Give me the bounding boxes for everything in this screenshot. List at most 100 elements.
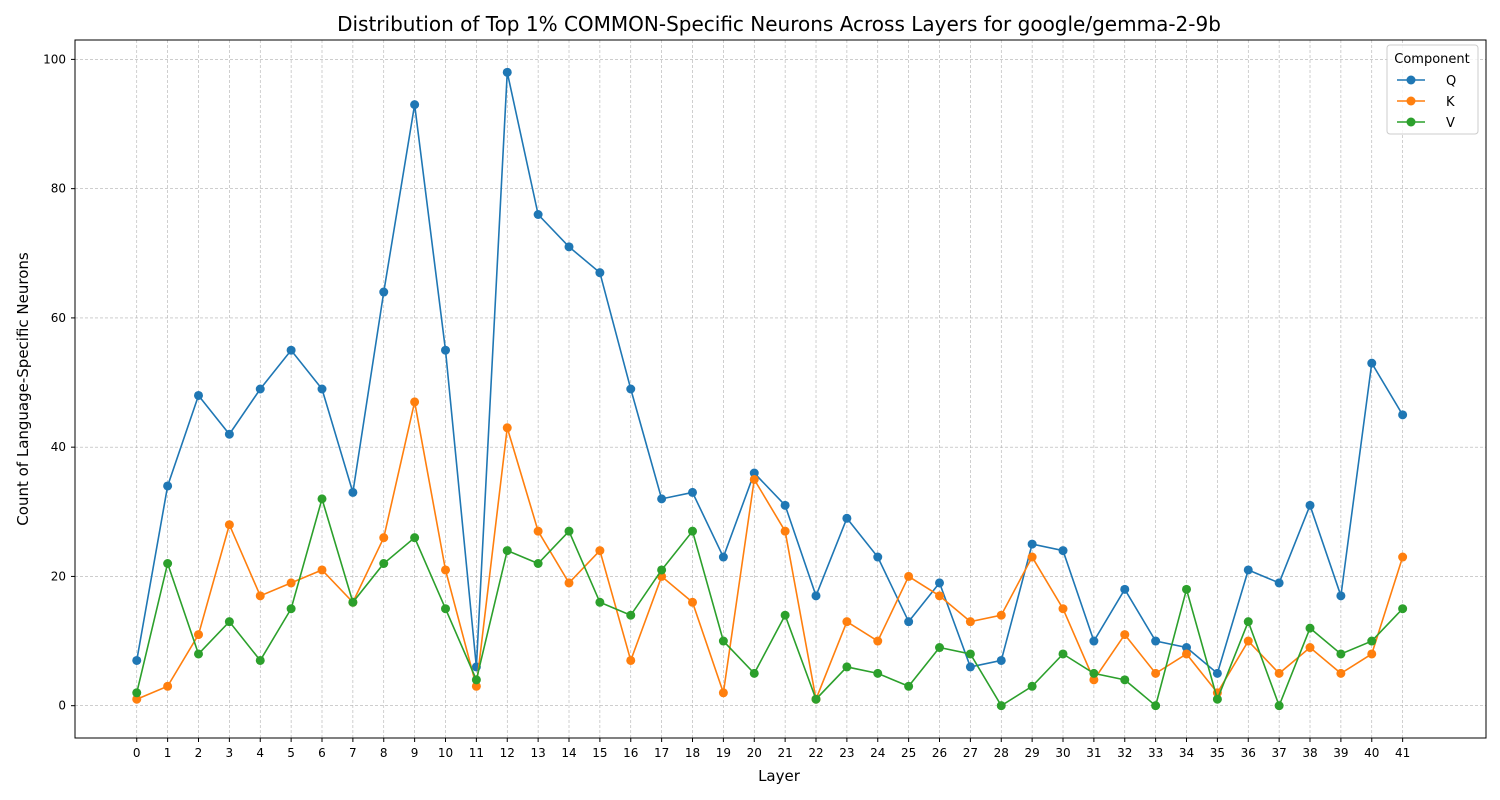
data-point — [811, 591, 821, 601]
data-point — [811, 694, 821, 704]
data-point — [1336, 591, 1346, 601]
data-point — [1243, 617, 1253, 627]
data-point — [595, 546, 605, 556]
data-point — [502, 67, 512, 77]
data-point — [626, 655, 636, 665]
data-point — [1089, 668, 1099, 678]
x-tick-label: 10 — [438, 746, 453, 760]
data-point — [132, 655, 142, 665]
x-tick-label: 39 — [1333, 746, 1348, 760]
data-point — [410, 533, 420, 543]
x-tick-label: 24 — [870, 746, 885, 760]
data-point — [1305, 623, 1315, 633]
x-axis: 0 1 2 3 4 5 6 7 8 9 10 11 12 13 14 15 16 17 18 19 20 21 22 23 24… — [133, 738, 1410, 760]
x-tick-label: 20 — [747, 746, 762, 760]
data-point — [904, 681, 914, 691]
data-point — [965, 617, 975, 627]
data-point — [873, 668, 883, 678]
data-point — [1027, 539, 1037, 549]
data-point — [379, 533, 389, 543]
data-point — [688, 526, 698, 536]
x-tick-label: 29 — [1024, 746, 1039, 760]
data-point — [780, 610, 790, 620]
x-tick-label: 9 — [411, 746, 419, 760]
data-point — [1027, 552, 1037, 562]
x-tick-label: 33 — [1148, 746, 1163, 760]
data-point — [132, 688, 142, 698]
data-point — [441, 604, 451, 614]
data-point — [626, 610, 636, 620]
x-tick-label: 16 — [623, 746, 638, 760]
x-tick-label: 6 — [318, 746, 326, 760]
x-tick-label: 26 — [932, 746, 947, 760]
legend-label: Q — [1446, 74, 1456, 89]
data-point — [348, 597, 358, 607]
data-point — [688, 487, 698, 497]
data-point — [965, 649, 975, 659]
data-point — [224, 520, 234, 530]
x-tick-label: 32 — [1117, 746, 1132, 760]
data-point — [1367, 636, 1377, 646]
data-point — [1243, 636, 1253, 646]
legend-marker — [1406, 96, 1416, 106]
data-point — [842, 617, 852, 627]
legend-marker — [1406, 75, 1416, 85]
x-tick-label: 35 — [1210, 746, 1225, 760]
x-axis-label: Layer — [758, 767, 801, 785]
data-point — [1212, 668, 1222, 678]
data-point — [1398, 552, 1408, 562]
data-point — [163, 681, 173, 691]
series-line-v — [135, 495, 1404, 708]
data-point — [780, 526, 790, 536]
legend: Component QKV — [1386, 44, 1479, 135]
series-line-q — [135, 72, 1404, 675]
data-point — [657, 494, 667, 504]
data-point — [842, 513, 852, 523]
data-point — [1151, 668, 1161, 678]
data-point — [1151, 636, 1161, 646]
data-point — [255, 655, 265, 665]
series-k — [132, 397, 1408, 704]
data-point — [379, 559, 389, 568]
data-point — [1305, 643, 1315, 653]
data-point — [996, 701, 1006, 711]
y-tick-label: 100 — [43, 52, 66, 66]
data-point — [132, 694, 142, 704]
x-tick-label: 5 — [287, 746, 295, 760]
data-point — [1058, 546, 1068, 556]
data-point — [996, 610, 1006, 620]
data-point — [1182, 649, 1192, 659]
data-point — [1336, 649, 1346, 659]
series-q — [132, 67, 1408, 678]
data-point — [1367, 649, 1377, 659]
x-tick-label: 25 — [901, 746, 916, 760]
x-tick-label: 12 — [500, 746, 515, 760]
x-tick-label: 31 — [1086, 746, 1101, 760]
data-point — [564, 242, 574, 252]
data-point — [718, 688, 728, 698]
y-tick-label: 20 — [51, 569, 66, 583]
data-point — [502, 423, 512, 433]
x-tick-label: 40 — [1364, 746, 1379, 760]
data-point — [348, 487, 358, 497]
data-point — [410, 100, 420, 110]
x-tick-label: 38 — [1302, 746, 1317, 760]
data-point — [441, 565, 451, 575]
chart-title: Distribution of Top 1% COMMON-Specific N… — [337, 12, 1221, 36]
data-point — [1398, 604, 1408, 614]
x-tick-label: 41 — [1395, 746, 1410, 760]
data-point — [1089, 675, 1099, 685]
data-point — [935, 578, 945, 588]
data-point — [1120, 584, 1130, 594]
data-point — [657, 565, 667, 575]
data-point — [749, 468, 759, 478]
data-point — [224, 617, 234, 627]
x-tick-label: 37 — [1271, 746, 1286, 760]
data-point — [595, 268, 605, 278]
y-axis: 0 20 40 60 80 100 — [43, 52, 75, 713]
data-point — [1274, 578, 1284, 588]
x-tick-label: 8 — [380, 746, 388, 760]
data-point — [564, 578, 574, 588]
x-tick-label: 1 — [164, 746, 172, 760]
data-point — [255, 384, 265, 394]
